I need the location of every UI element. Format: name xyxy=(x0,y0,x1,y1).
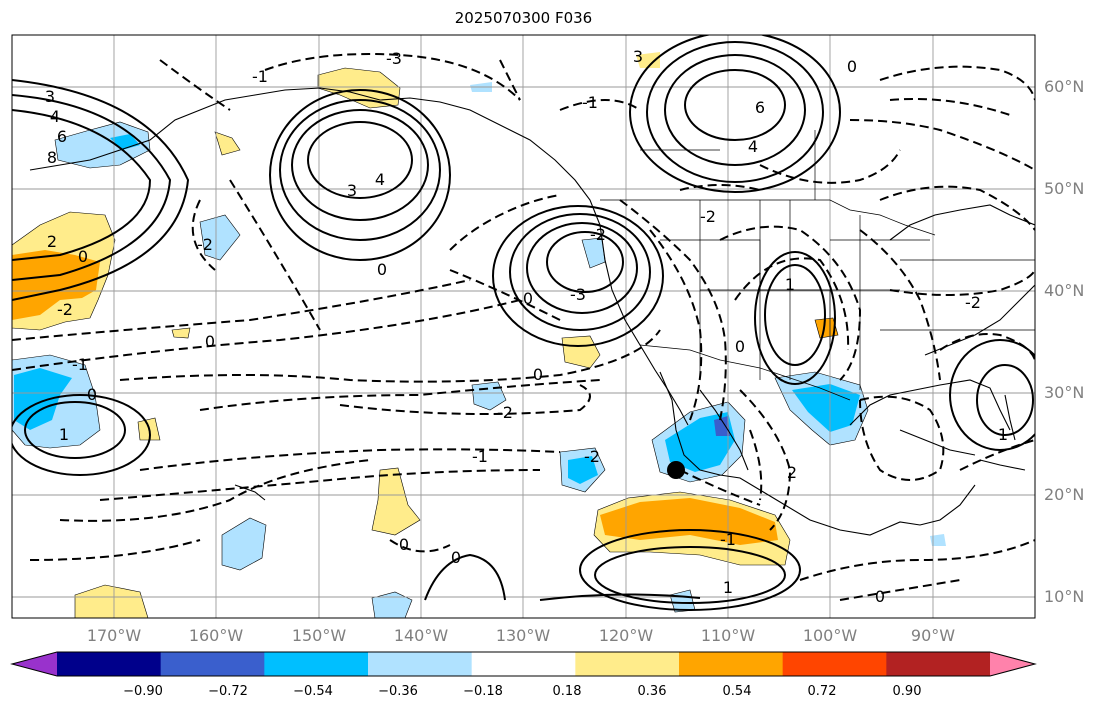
positive-anomaly-region xyxy=(317,67,401,109)
contour-label: -2 xyxy=(584,447,600,466)
black-dot-marker xyxy=(667,461,685,479)
negative-anomaly-region xyxy=(199,214,241,261)
contour-label: 0 xyxy=(78,247,88,266)
contour-label: 1 xyxy=(998,425,1008,444)
negative-contours xyxy=(12,53,1035,601)
negative-anomaly-region xyxy=(14,368,72,430)
contour-label: 0 xyxy=(399,535,409,554)
contour-label: 0 xyxy=(451,548,461,567)
positive-contours xyxy=(12,35,1035,611)
lon-label-100w: 100°W xyxy=(802,626,858,645)
contour-label: 4 xyxy=(748,137,758,156)
map-frame xyxy=(11,34,1036,619)
contour-label: -3 xyxy=(570,285,586,304)
contour-label: -2 xyxy=(965,293,981,312)
contour-label: -1 xyxy=(72,355,88,374)
contour-label: 0 xyxy=(87,385,97,404)
negative-anomaly-region xyxy=(930,534,946,546)
contour-label: -2 xyxy=(497,403,513,422)
contour-label: 3 xyxy=(45,87,55,106)
contour-label: 1 xyxy=(59,425,69,444)
colorbar-tick-label: −0.36 xyxy=(378,684,418,699)
positive-anomaly-region xyxy=(12,250,100,320)
negative-anomaly-region xyxy=(371,591,413,618)
lat-label-40n: 40°N xyxy=(1044,281,1085,300)
contour-label: 3 xyxy=(633,47,643,66)
positive-anomaly-region xyxy=(636,52,660,68)
colorbar-tick-label: 0.18 xyxy=(552,684,582,699)
lat-label-30n: 30°N xyxy=(1044,383,1085,402)
contour-label: -2 xyxy=(700,207,716,226)
positive-anomaly-region xyxy=(371,467,421,536)
colorbar-tick-label: 0.36 xyxy=(637,684,667,699)
contour-label: -1 xyxy=(472,447,488,466)
contour-label: 2 xyxy=(787,463,797,482)
contour-label: 4 xyxy=(375,170,385,189)
lon-label-110w: 110°W xyxy=(700,626,756,645)
lat-label-50n: 50°N xyxy=(1044,179,1085,198)
lat-label-20n: 20°N xyxy=(1044,485,1085,504)
contour-label: 1 xyxy=(723,578,733,597)
contour-label: 3 xyxy=(347,181,357,200)
contour-label: -1 xyxy=(582,93,598,112)
lon-label-150w: 150°W xyxy=(291,626,347,645)
colorbar-tick-label: 0.72 xyxy=(807,684,837,699)
contour-label: -2 xyxy=(57,300,73,319)
lon-label-90w: 90°W xyxy=(910,626,956,645)
positive-anomaly-region xyxy=(171,327,191,339)
negative-anomaly-region xyxy=(714,416,730,436)
colorbar-tick-label: 0.54 xyxy=(722,684,752,699)
positive-anomaly-region xyxy=(214,131,241,156)
map-title: 2025070300 F036 xyxy=(454,9,593,27)
contour-label: 4 xyxy=(50,107,60,126)
contour-label: -1 xyxy=(720,530,736,549)
contour-label: 0 xyxy=(523,289,533,308)
graticule xyxy=(12,35,1035,618)
contour-label: -1 xyxy=(252,67,268,86)
colorbar-tick-label: −0.90 xyxy=(123,684,163,699)
colorbar-tick-label: −0.54 xyxy=(293,684,333,699)
lat-label-60n: 60°N xyxy=(1044,77,1085,96)
lon-label-160w: 160°W xyxy=(188,626,244,645)
contour-label: 6 xyxy=(57,127,67,146)
lon-label-170w: 170°W xyxy=(86,626,142,645)
contour-label: 6 xyxy=(755,98,765,117)
lon-label-120w: 120°W xyxy=(598,626,654,645)
contour-label: 0 xyxy=(847,57,857,76)
negative-anomaly-region xyxy=(568,456,598,484)
contour-label: -3 xyxy=(386,49,402,68)
colorbar-tick-label: −0.72 xyxy=(208,684,248,699)
contour-label: 0 xyxy=(735,337,745,356)
lat-label-10n: 10°N xyxy=(1044,587,1085,606)
coastlines xyxy=(29,87,1035,536)
negative-anomaly-region xyxy=(54,121,151,169)
contour-label: -2 xyxy=(197,235,213,254)
contour-label: 1 xyxy=(785,275,795,294)
negative-anomaly-region xyxy=(221,517,267,571)
negative-anomaly-region xyxy=(792,384,860,432)
lon-label-130w: 130°W xyxy=(495,626,551,645)
contour-labels: 3 4 6 8 2 0 -2 -1 1 -3 3 4 0 0 -2 -1 0 -… xyxy=(45,47,1008,606)
contour-label: 2 xyxy=(47,232,57,251)
contour-label: 0 xyxy=(377,260,387,279)
positive-anomaly-region xyxy=(814,317,839,339)
colorbar-tick-label: 0.90 xyxy=(892,684,922,699)
lon-label-140w: 140°W xyxy=(393,626,449,645)
colorbar-tick-label: −0.18 xyxy=(463,684,503,699)
positive-anomaly-region xyxy=(561,335,601,369)
contour-label: 0 xyxy=(533,365,543,384)
contour-label: 8 xyxy=(47,148,57,167)
political-borders xyxy=(600,130,1035,401)
contour-label: 0 xyxy=(205,332,215,351)
anomaly-fills xyxy=(12,52,946,618)
contour-label: 0 xyxy=(875,587,885,606)
positive-anomaly-region xyxy=(74,584,149,618)
contour-label: -2 xyxy=(590,225,606,244)
